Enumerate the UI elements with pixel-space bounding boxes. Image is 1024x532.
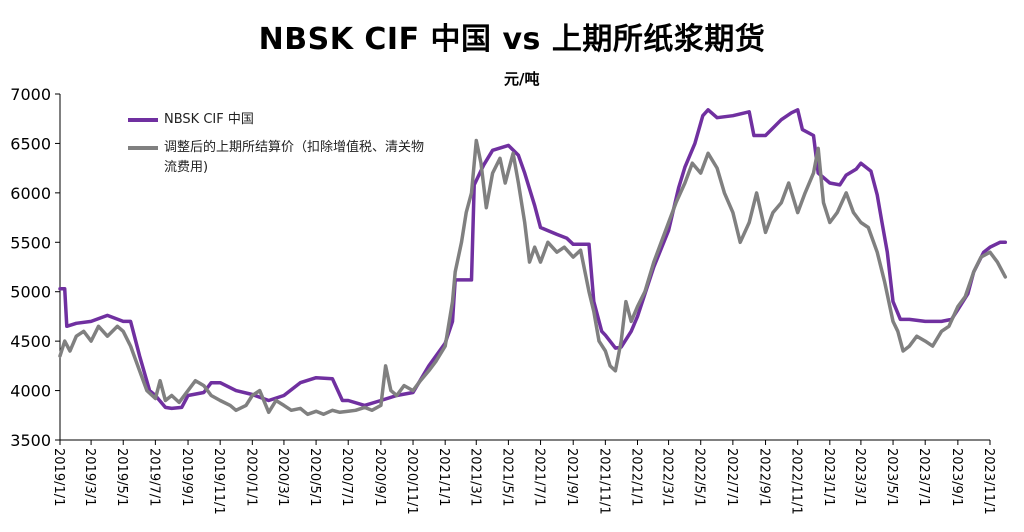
- x-tick-label: 2021/11/1: [596, 448, 611, 515]
- y-tick-label: 5500: [10, 233, 51, 252]
- x-tick-label: 2021/7/1: [532, 448, 547, 506]
- x-tick-label: 2023/11/1: [981, 448, 996, 515]
- x-tick-label: 2022/7/1: [724, 448, 739, 506]
- x-tick-label: 2022/1/1: [628, 448, 643, 506]
- y-tick-label: 6000: [10, 184, 51, 203]
- x-tick-label: 2023/5/1: [884, 448, 899, 506]
- x-tick-label: 2020/9/1: [372, 448, 387, 506]
- x-tick-label: 2022/9/1: [757, 448, 772, 506]
- x-tick-label: 2019/3/1: [82, 448, 97, 506]
- x-tick-label: 2020/11/1: [404, 448, 419, 515]
- x-tick-label: 2020/1/1: [243, 448, 258, 506]
- series-line-shfe: [58, 138, 1008, 417]
- y-tick-label: 3500: [10, 431, 51, 450]
- x-tick-label: 2023/1/1: [821, 448, 836, 506]
- series-line-nbsk: [58, 108, 1008, 411]
- x-tick-label: 2019/11/1: [211, 448, 226, 515]
- x-tick-label: 2021/5/1: [499, 448, 514, 506]
- y-tick-label: 7000: [10, 85, 51, 104]
- y-tick-label: 6500: [10, 134, 51, 153]
- y-tick-label: 4500: [10, 332, 51, 351]
- legend-label-nbsk: NBSK CIF 中国: [164, 112, 254, 127]
- x-tick-label: 2019/5/1: [114, 448, 129, 506]
- x-tick-label: 2022/5/1: [692, 448, 707, 506]
- y-tick-label: 4000: [10, 382, 51, 401]
- legend-label-shfe: 调整后的上期所结算价（扣除增值税、清关物流费用): [164, 140, 425, 175]
- y-axis-unit-label: 元/吨: [504, 70, 540, 88]
- legend-entry-nbsk: NBSK CIF 中国: [128, 110, 424, 130]
- legend-swatch-shfe: [128, 146, 158, 150]
- x-tick-label: 2020/3/1: [275, 448, 290, 506]
- x-tick-label: 2022/3/1: [660, 448, 675, 506]
- x-tick-label: 2022/11/1: [789, 448, 804, 515]
- x-tick-label: 2021/9/1: [564, 448, 579, 506]
- x-tick-label: 2019/7/1: [146, 448, 161, 506]
- x-tick-label: 2023/3/1: [852, 448, 867, 506]
- chart-legend: NBSK CIF 中国 调整后的上期所结算价（扣除增值税、清关物流费用): [128, 110, 424, 186]
- legend-entry-shfe: 调整后的上期所结算价（扣除增值税、清关物流费用): [128, 138, 424, 178]
- x-tick-label: 2021/3/1: [467, 448, 482, 506]
- chart-title: NBSK CIF 中国 vs 上期所纸浆期货: [258, 22, 766, 57]
- x-tick-label: 2023/9/1: [949, 448, 964, 506]
- x-tick-label: 2019/1/1: [51, 448, 66, 506]
- y-tick-label: 5000: [10, 283, 51, 302]
- x-tick-label: 2020/7/1: [339, 448, 354, 506]
- x-tick-label: 2020/5/1: [307, 448, 322, 506]
- x-tick-label: 2021/1/1: [436, 448, 451, 506]
- x-tick-label: 2023/7/1: [916, 448, 931, 506]
- x-tick-label: 2019/9/1: [179, 448, 194, 506]
- legend-swatch-nbsk: [128, 118, 158, 122]
